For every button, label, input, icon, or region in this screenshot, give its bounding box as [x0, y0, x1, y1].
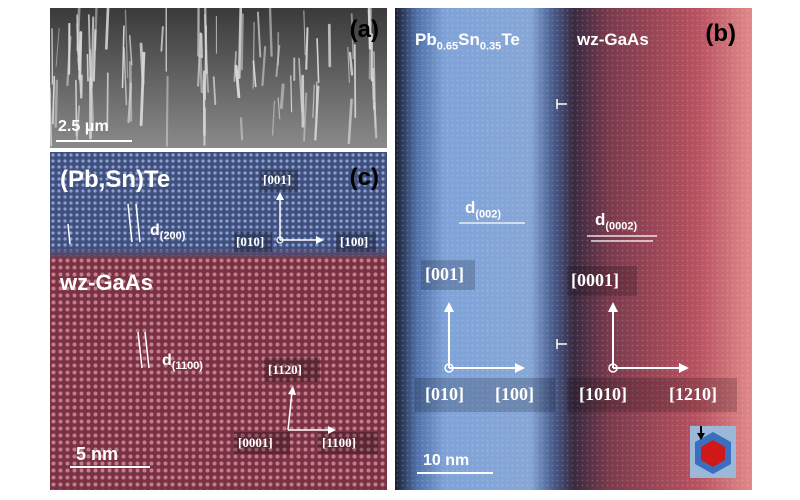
- panel-b-d-left: d(002): [465, 198, 502, 221]
- panel-b-scale-bar: [417, 472, 493, 474]
- nanowire: [123, 47, 128, 106]
- panel-b-d-right: d(0002): [595, 210, 638, 233]
- nanowire: [165, 75, 169, 147]
- nanowire: [90, 16, 95, 89]
- panel-b-right-origin-axis: [1010]: [579, 384, 627, 404]
- nanowire: [256, 11, 262, 58]
- nanowire: [197, 32, 202, 87]
- panel-c-top-origin-axis: [010]: [236, 234, 265, 249]
- panel-c-d-bottom: d(1100): [162, 352, 203, 373]
- panel-c-tem-image: (Pb,Sn)Te (c) d(200) wz-GaAs d(1100) [00…: [50, 152, 387, 490]
- nanowire: [212, 76, 217, 106]
- nanowire: [128, 60, 133, 122]
- panel-b-right-material: wz-GaAs: [577, 30, 649, 49]
- nanowire: [106, 72, 109, 129]
- nanowire: [54, 79, 59, 128]
- nanowire: [279, 83, 285, 109]
- nanowire: [121, 25, 125, 89]
- nanowire: [239, 117, 244, 141]
- nanowire: [305, 27, 309, 70]
- panel-c-d-top: d(200): [150, 222, 186, 243]
- nanowire: [234, 64, 241, 99]
- nanowire: [367, 8, 372, 50]
- panel-a-scale-text: 2.5 μm: [58, 118, 109, 135]
- nanowire: [252, 60, 257, 88]
- nanowire: [240, 13, 244, 71]
- panel-c-lattice: [50, 152, 387, 490]
- nanowire: [50, 87, 53, 147]
- panel-a-sem-image: (a) 2.5 μm: [50, 8, 387, 148]
- nanowire: [128, 34, 133, 66]
- panel-b-left-vertical-axis: [001]: [425, 264, 464, 284]
- panel-c-top-vertical-axis: [001]: [263, 172, 292, 187]
- nanowire: [139, 42, 145, 85]
- nanowire: [312, 84, 315, 118]
- panel-b-left-material: Pb0.65Sn0.35Te: [415, 30, 520, 53]
- nanowire: [350, 13, 355, 60]
- panel-b-left-horizontal-axis: [100]: [495, 384, 534, 404]
- panel-c-bottom-material: wz-GaAs: [60, 270, 153, 295]
- panel-c-top-horizontal-axis: [100]: [340, 234, 369, 249]
- nanowire-field-graphic: [50, 8, 387, 148]
- panel-b-right-horizontal-axis: [1210]: [669, 384, 717, 404]
- panel-c-scale-bar: [70, 466, 150, 468]
- nanowire: [298, 57, 303, 113]
- nanowire: [290, 75, 293, 113]
- nanowire: [92, 29, 97, 82]
- nanowire: [348, 51, 354, 76]
- panel-c-scale-text: 5 nm: [76, 444, 119, 464]
- nanowire: [55, 28, 60, 67]
- nanowire: [52, 75, 56, 125]
- nanowire: [199, 54, 204, 94]
- panel-b-label: (b): [705, 20, 736, 47]
- nanowire: [303, 92, 308, 142]
- nanowire: [271, 100, 276, 136]
- nanowire: [124, 9, 129, 79]
- panel-a-label: (a): [349, 16, 379, 43]
- nanowire: [86, 53, 89, 82]
- nanowire: [252, 22, 255, 89]
- nanowire: [372, 67, 376, 110]
- nanowire: [160, 26, 164, 52]
- nanowire: [268, 8, 273, 57]
- panel-b-right-vertical-axis: [0001]: [571, 270, 619, 290]
- nanowire: [347, 98, 353, 145]
- nanowire: [104, 8, 110, 50]
- nanowire: [316, 38, 320, 83]
- nanowire: [75, 105, 81, 142]
- nanowire: [277, 97, 281, 120]
- nanowire: [315, 81, 318, 120]
- panel-c-bottom-origin-axis: [0001]: [238, 435, 273, 450]
- panel-c-bottom-horizontal-axis: [1100]: [322, 435, 356, 450]
- panel-b-left-origin-axis: [010]: [425, 384, 464, 404]
- nanowire: [261, 46, 267, 87]
- nanowire: [347, 47, 350, 83]
- panel-c-label: (c): [349, 164, 379, 191]
- panel-c-bottom-vertical-axis: [1120]: [268, 362, 302, 377]
- panel-b-interface-graphic: [395, 8, 752, 490]
- panel-a-scale-bar: [56, 140, 132, 142]
- nanowire: [75, 79, 78, 137]
- panel-c-top-material: (Pb,Sn)Te: [60, 166, 171, 193]
- nanowire: [233, 50, 237, 82]
- panel-b-scale-text: 10 nm: [423, 452, 470, 469]
- nanowire: [205, 48, 209, 93]
- nanowire: [303, 10, 306, 56]
- nanowire: [353, 44, 357, 118]
- nanowire: [373, 102, 378, 139]
- panel-b-tem-image: Pb0.65Sn0.35Te wz-GaAs (b) d(002) d(0002…: [395, 8, 752, 490]
- nanowire: [237, 8, 243, 79]
